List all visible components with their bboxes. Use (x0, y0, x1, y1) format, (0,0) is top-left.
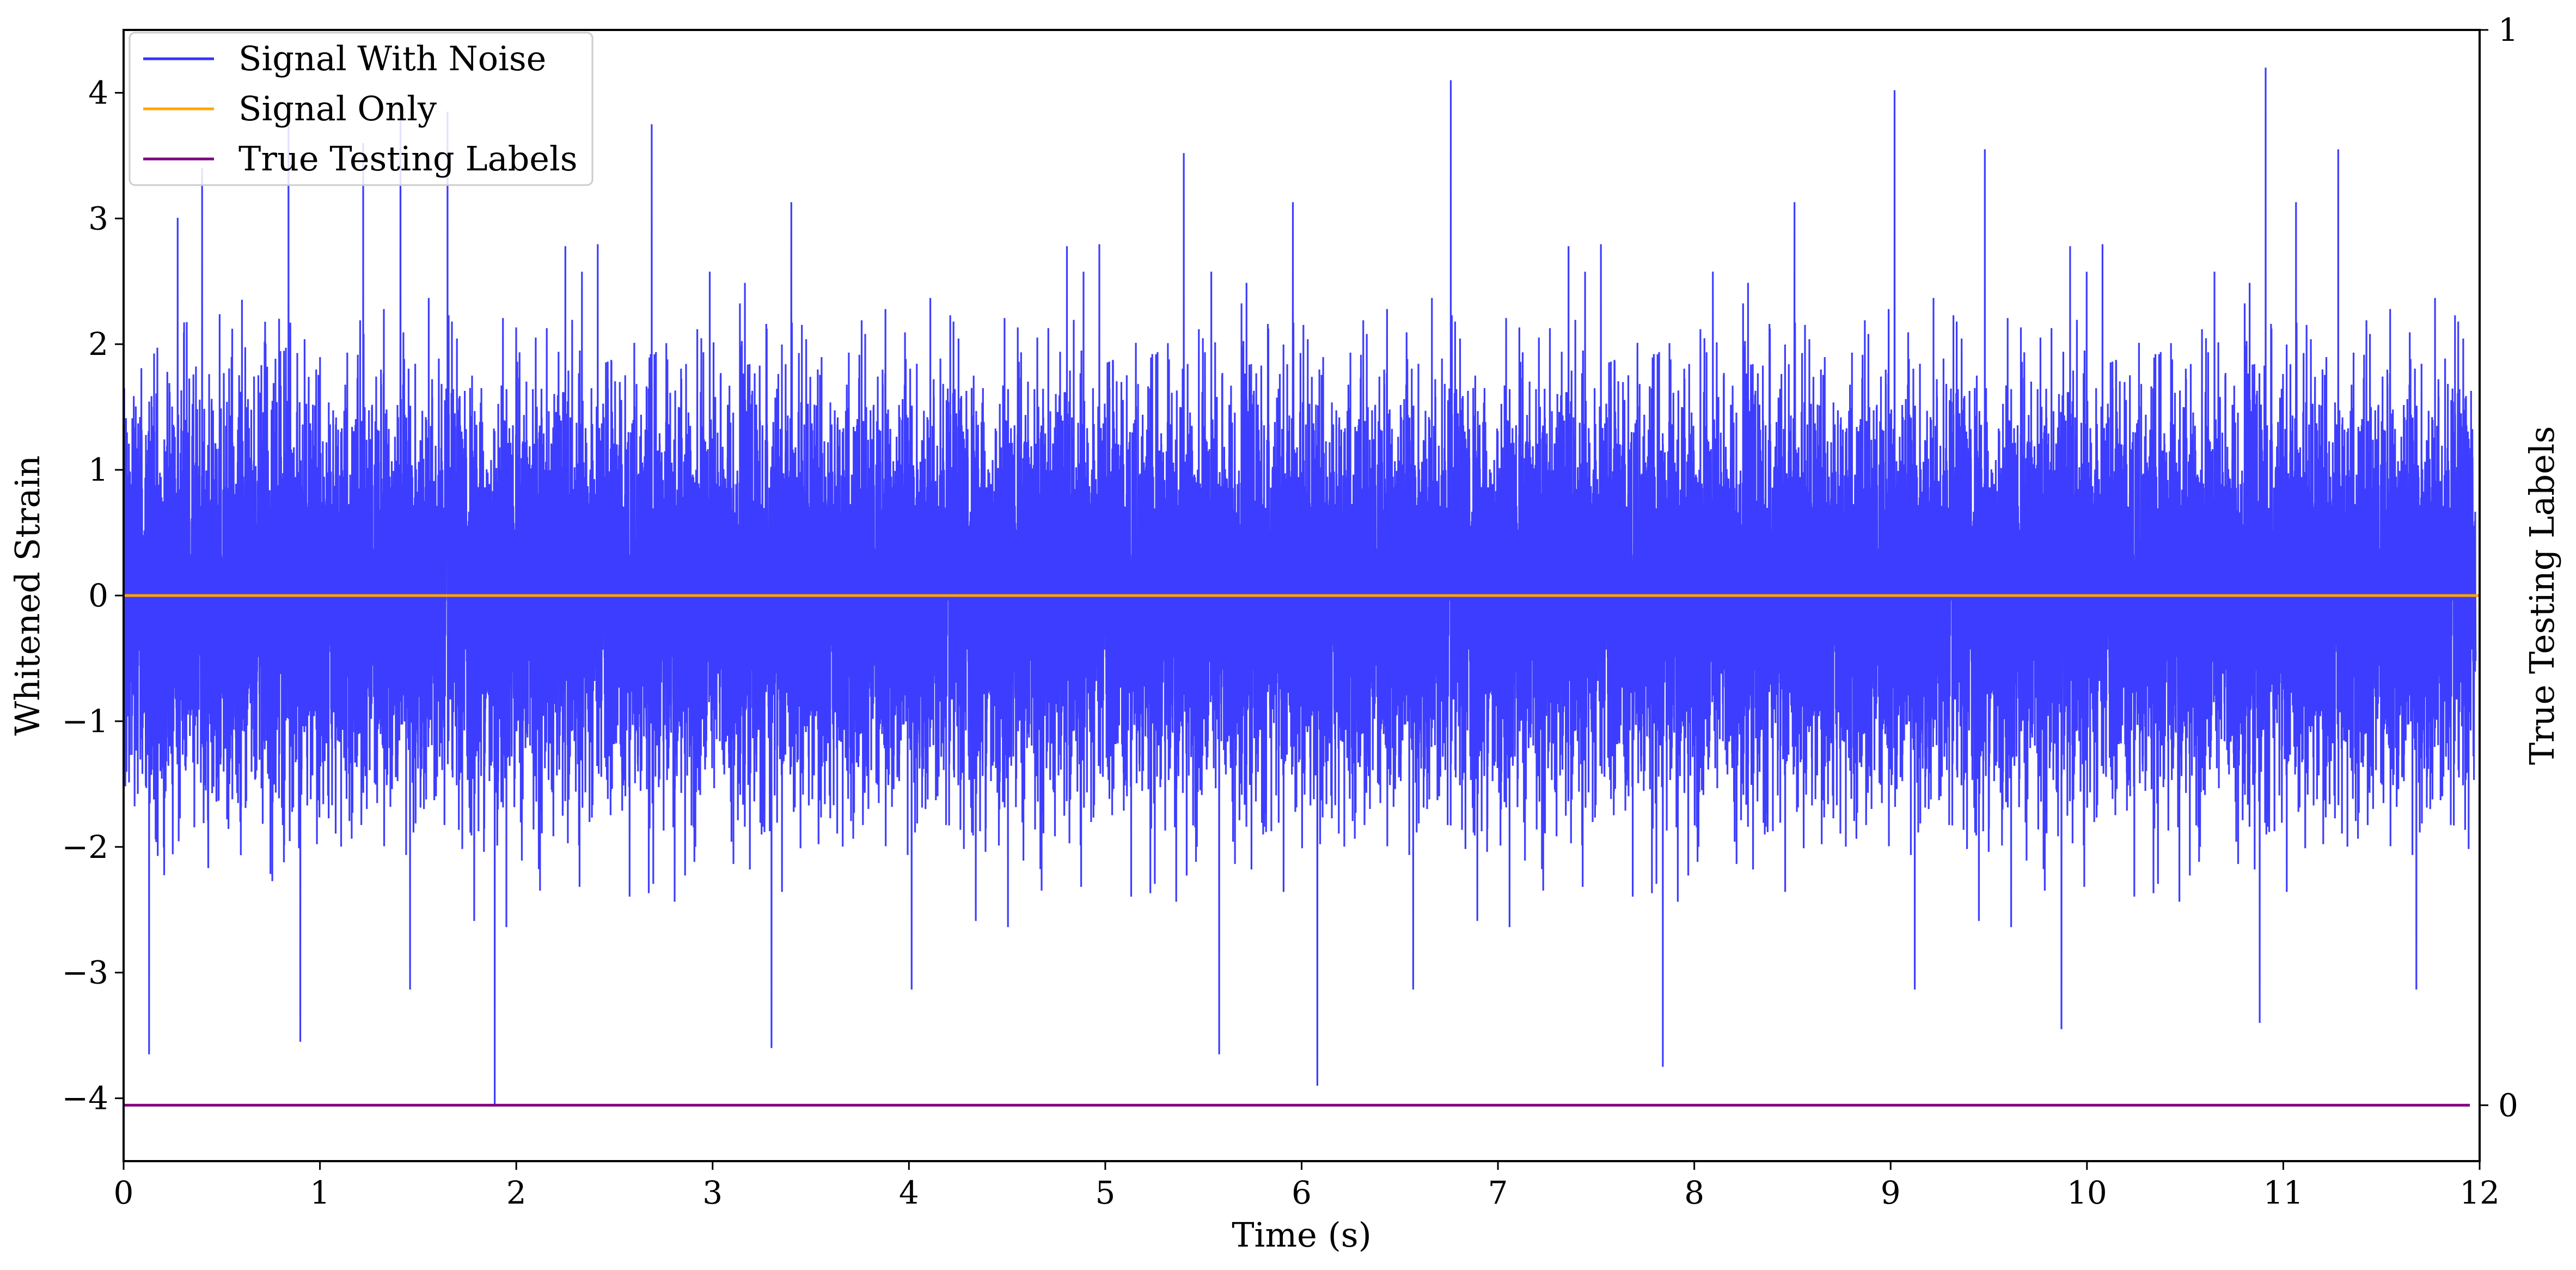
y-tick-label: −3 (62, 954, 109, 991)
y-tick-label: 2 (88, 326, 108, 363)
y-tick-label: 4 (88, 74, 108, 111)
y-axis-left: 4 3 2 1 0 −1 −2 −3 −4 (62, 74, 124, 1117)
x-tick-label: 10 (2067, 1174, 2107, 1211)
plot-data-area (124, 68, 2480, 1107)
x-tick-label: 2 (506, 1174, 527, 1211)
y-axis-right: 10 (2480, 11, 2518, 1124)
y-axis-label: Whitened Strain (8, 456, 47, 736)
y-tick-label: −4 (62, 1080, 109, 1117)
x-tick-label: 12 (2459, 1174, 2500, 1211)
x-tick-label: 6 (1292, 1174, 1312, 1211)
legend-label: Signal Only (238, 89, 437, 128)
y2-tick-label: 1 (2498, 11, 2518, 48)
y-tick-label: 1 (88, 451, 108, 488)
series-line-signal-with-noise (124, 68, 2477, 1105)
x-axis-label: Time (s) (1232, 1215, 1372, 1255)
x-axis: 0 1 2 3 4 5 6 7 8 9 10 11 12 (114, 1161, 2500, 1211)
legend-label: True Testing Labels (238, 139, 578, 179)
legend: Signal With Noise Signal Only True Testing… (129, 32, 593, 186)
x-tick-label: 0 (114, 1174, 134, 1211)
x-tick-label: 4 (899, 1174, 919, 1211)
y2-axis-label: True Testing Labels (2522, 426, 2562, 765)
x-tick-label: 7 (1488, 1174, 1508, 1211)
y-tick-label: −2 (62, 829, 109, 866)
x-tick-label: 11 (2263, 1174, 2304, 1211)
legend-label: Signal With Noise (238, 39, 546, 78)
y-tick-label: 0 (88, 577, 108, 614)
x-tick-label: 8 (1684, 1174, 1704, 1211)
y-tick-label: 3 (88, 200, 108, 237)
y-tick-label: −1 (62, 703, 109, 740)
x-tick-label: 3 (702, 1174, 723, 1211)
legend-box (129, 32, 593, 186)
y2-tick-label: 0 (2498, 1087, 2518, 1124)
x-tick-label: 5 (1095, 1174, 1115, 1211)
x-tick-label: 9 (1881, 1174, 1901, 1211)
x-tick-label: 1 (310, 1174, 330, 1211)
